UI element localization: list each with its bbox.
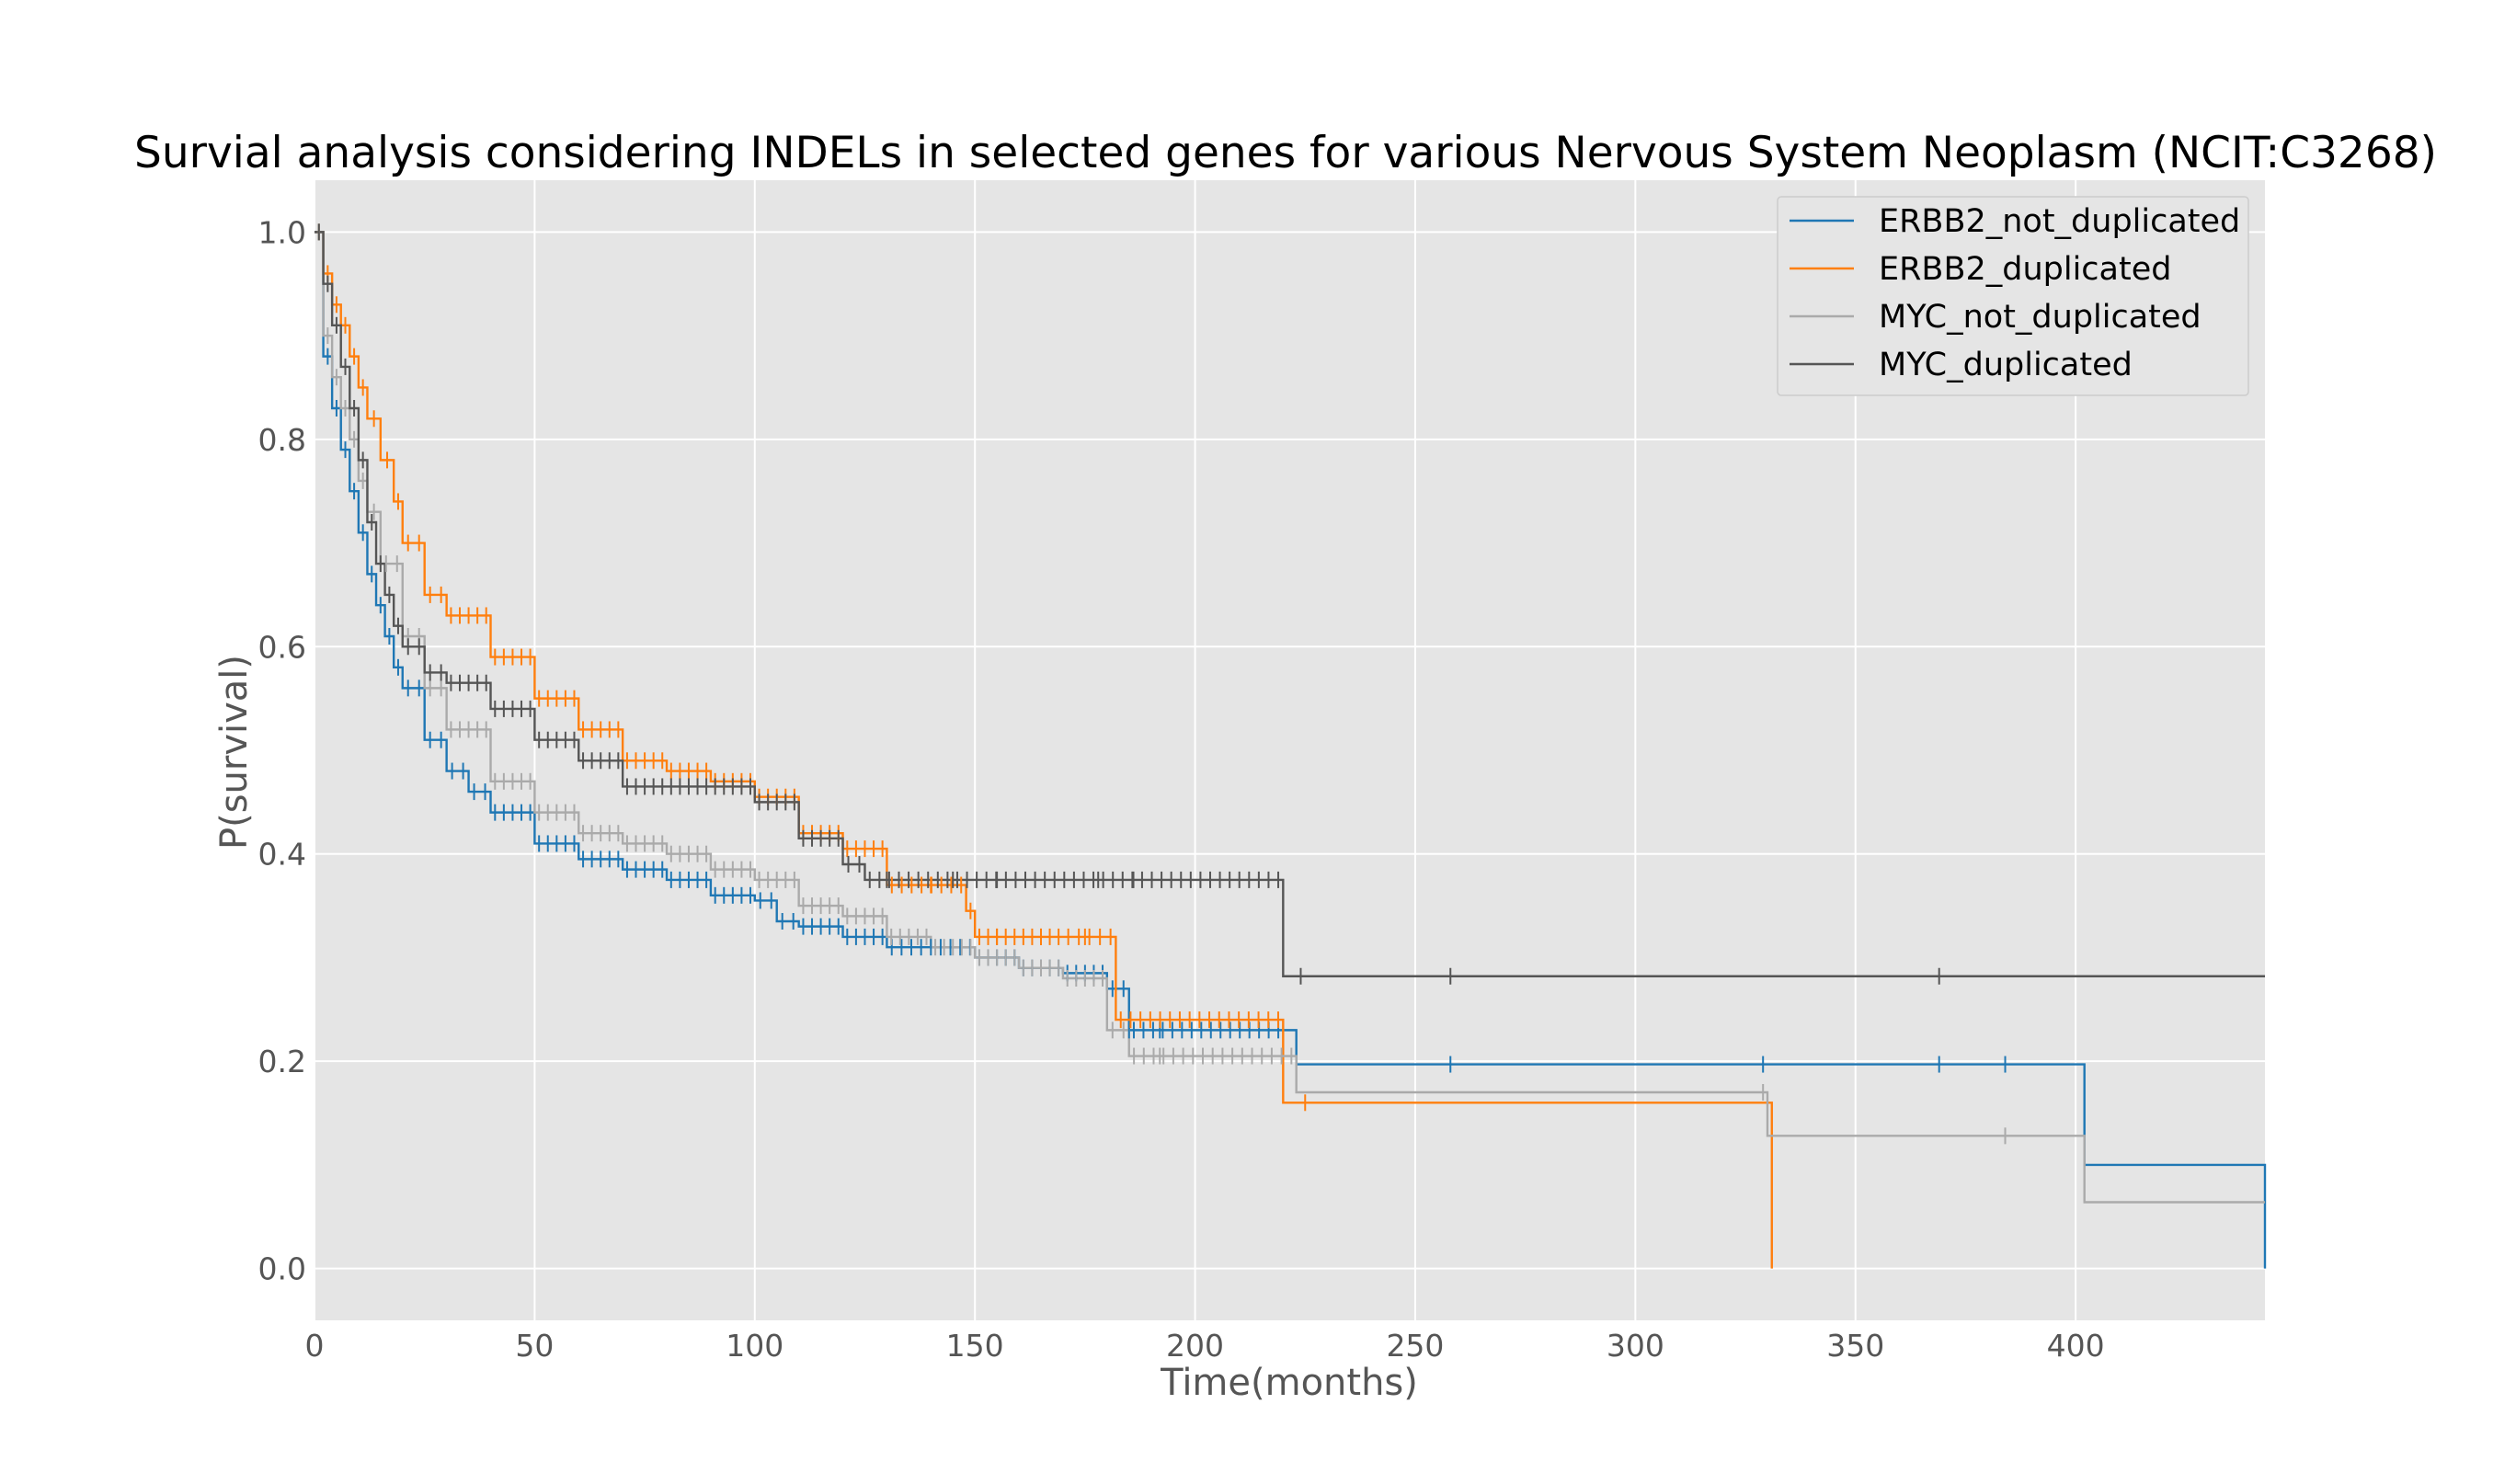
y-tick-label: 0.8 [258,422,306,458]
x-axis-label: Time(months) [1160,1362,1418,1404]
series-group [314,231,2267,1269]
legend-label: MYC_not_duplicated [1879,299,2202,336]
legend-label: MYC_duplicated [1879,347,2133,383]
legend-box [1777,196,2249,396]
y-tick-label: 0.2 [258,1044,306,1079]
x-tick-label: 50 [515,1328,554,1364]
y-tick-label: 0.4 [258,837,306,873]
x-tick-label: 200 [1166,1328,1224,1364]
x-tick-label: 100 [726,1328,783,1364]
x-tick-label: 400 [2047,1328,2105,1364]
censor-marks [317,223,2007,1145]
legend-label: ERBB2_not_duplicated [1879,203,2240,240]
x-tick-label: 0 [305,1328,325,1364]
y-tick-label: 1.0 [258,214,306,250]
y-axis-label: P(survival) [213,655,256,850]
x-axis-ticks: 0 50 100 150 200 250 300 350 400 [305,1328,2105,1364]
survival-line-MYC_duplicated [314,231,2265,977]
x-tick-label: 150 [946,1328,1004,1364]
y-tick-label: 0.0 [258,1251,306,1287]
legend: ERBB2_not_duplicated ERBB2_duplicated MYC_… [1777,196,2249,396]
y-tick-label: 0.6 [258,629,306,665]
chart-title: Survial analysis considering INDELs in s… [134,128,2437,178]
x-tick-label: 250 [1386,1328,1444,1364]
survival-line-ERBB2_duplicated [314,231,1773,1269]
survival-line-MYC_not_duplicated [314,231,2265,1204]
legend-label: ERBB2_duplicated [1879,251,2171,288]
x-tick-label: 300 [1607,1328,1664,1364]
y-axis-ticks: 0.0 0.2 0.4 0.6 0.8 1.0 [258,214,306,1286]
x-tick-label: 350 [1826,1328,1884,1364]
